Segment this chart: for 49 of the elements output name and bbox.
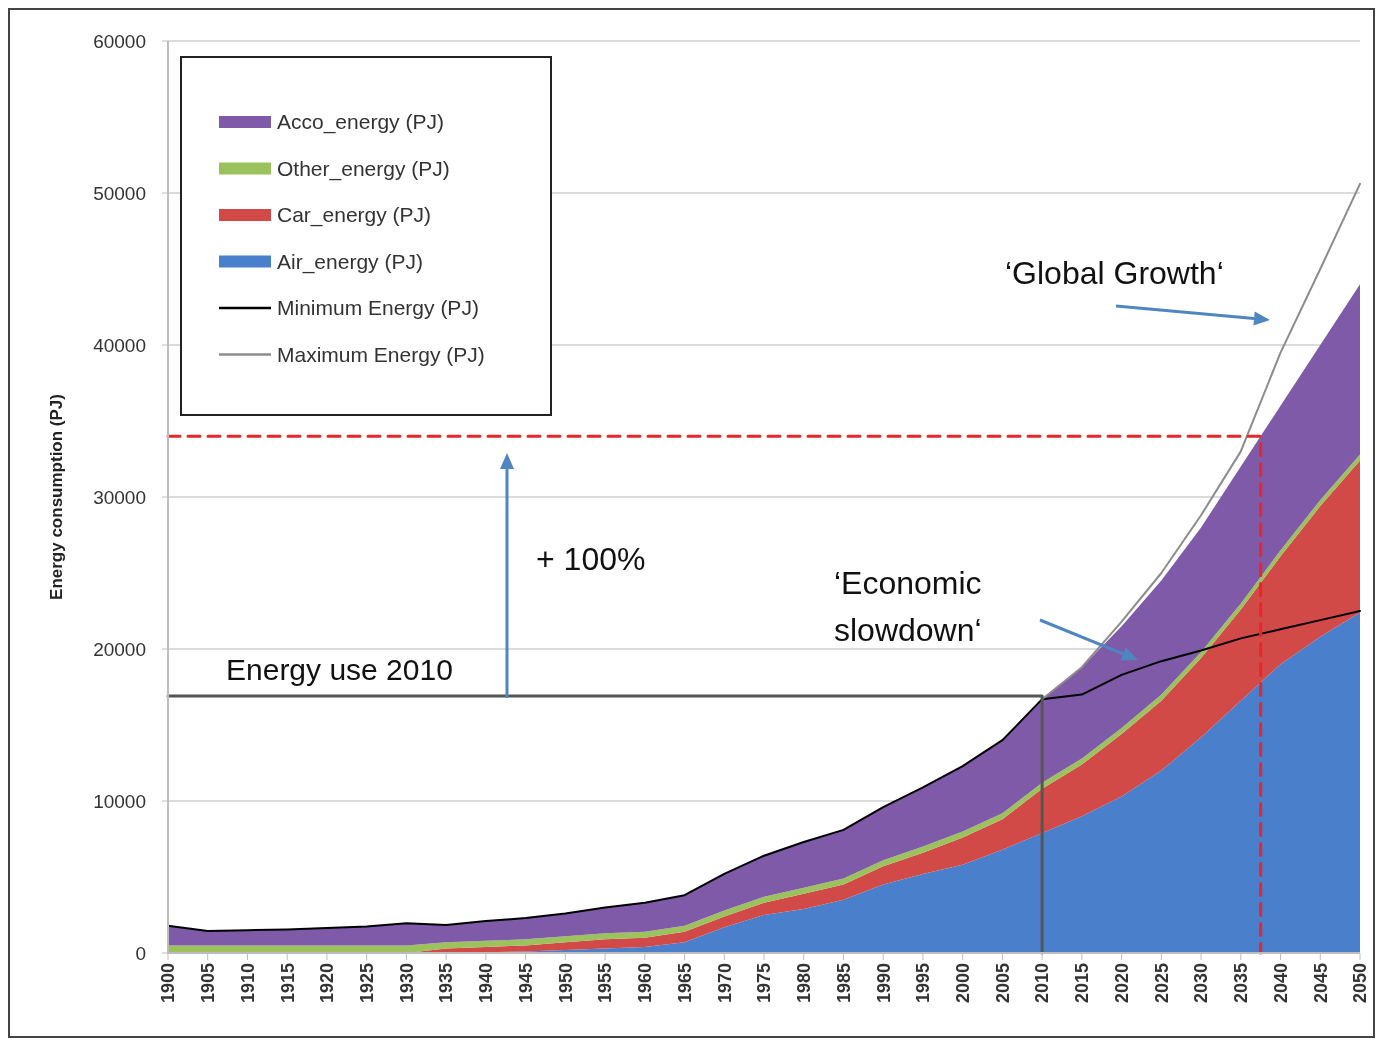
y-tick-label: 60000 xyxy=(93,30,146,52)
x-tick-label: 1905 xyxy=(198,963,219,1004)
y-tick-label: 0 xyxy=(135,942,146,964)
x-tick-label: 1910 xyxy=(237,963,258,1004)
x-tick-label: 1940 xyxy=(476,963,497,1004)
x-tick-label: 1950 xyxy=(555,963,576,1004)
x-tick-label: 1925 xyxy=(356,963,377,1004)
x-tick-label: 2050 xyxy=(1350,963,1371,1004)
legend-label: Maximum Energy (PJ) xyxy=(277,342,485,366)
x-tick-label: 2010 xyxy=(1032,963,1053,1004)
legend-label: Air_energy (PJ) xyxy=(277,249,423,274)
annotation: ‘Economic slowdown‘ xyxy=(834,565,982,648)
legend-label: Acco_energy (PJ) xyxy=(277,110,444,135)
x-tick-label: 2020 xyxy=(1111,963,1132,1004)
x-tick-label: 1990 xyxy=(873,963,894,1004)
x-tick-label: 2005 xyxy=(992,963,1013,1004)
y-tick-label: 30000 xyxy=(93,486,146,508)
x-tick-label: 1900 xyxy=(158,963,179,1004)
legend-label: Car_energy (PJ) xyxy=(277,203,432,228)
y-axis-title: Energy consumption (PJ) xyxy=(47,394,66,600)
x-tick-label: 1945 xyxy=(515,963,536,1004)
legend-label: Other_energy (PJ) xyxy=(277,156,450,181)
y-tick-label: 50000 xyxy=(93,182,146,204)
x-tick-label: 1930 xyxy=(396,963,417,1004)
x-tick-label: 2040 xyxy=(1270,963,1291,1004)
x-tick-label: 1955 xyxy=(595,963,616,1004)
x-tick-label: 2015 xyxy=(1072,963,1093,1004)
legend-label: Minimum Energy (PJ) xyxy=(277,296,479,320)
y-tick-label: 40000 xyxy=(93,334,146,356)
x-tick-label: 1960 xyxy=(635,963,656,1004)
x-tick-label: 2030 xyxy=(1191,963,1212,1004)
annotation: Energy use 2010 xyxy=(226,653,453,687)
x-tick-label: 2000 xyxy=(952,963,973,1004)
x-tick-label: 1965 xyxy=(674,963,695,1004)
x-tick-label: 2045 xyxy=(1310,963,1331,1004)
x-tick-label: 2035 xyxy=(1231,963,1252,1004)
x-tick-label: 1975 xyxy=(754,963,775,1004)
x-tick-label: 1935 xyxy=(436,963,457,1004)
x-tick-label: 1920 xyxy=(317,963,338,1004)
x-tick-label: 2025 xyxy=(1151,963,1172,1004)
x-tick-label: 1980 xyxy=(794,963,815,1004)
x-tick-label: 1915 xyxy=(277,963,298,1004)
y-tick-label: 10000 xyxy=(93,790,146,812)
annotation: + 100% xyxy=(536,541,646,577)
x-tick-label: 1985 xyxy=(833,963,854,1004)
y-tick-label: 20000 xyxy=(93,638,146,660)
annotation: ‘Global Growth‘ xyxy=(1005,255,1224,291)
x-tick-label: 1995 xyxy=(913,963,934,1004)
x-tick-label: 1970 xyxy=(714,963,735,1004)
